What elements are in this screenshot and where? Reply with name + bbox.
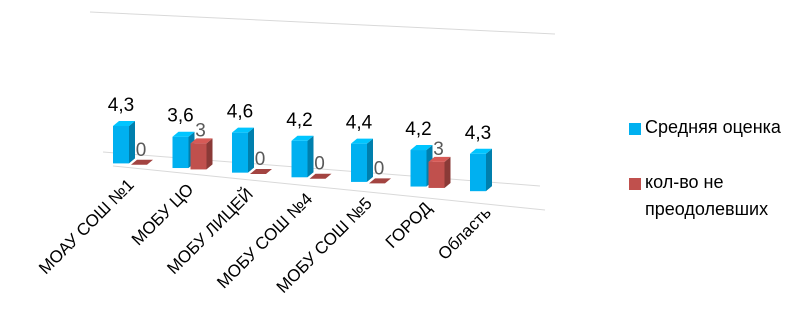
bar-series1-0-side: [129, 121, 135, 163]
bar-series1-3-side: [308, 136, 314, 178]
bar-series1-2-side: [248, 128, 254, 173]
gridline: [90, 12, 555, 34]
bar-series1-6: [470, 149, 492, 191]
bar-series1-3-front: [292, 141, 308, 178]
bar-series2-1: [191, 138, 213, 169]
legend-swatch-1: [629, 123, 641, 135]
category-label: МОАУ СОШ №1: [35, 175, 138, 278]
bar-series2-1-side: [207, 138, 213, 169]
data-label-series2: 3: [195, 120, 206, 141]
bar-series1-0-front: [113, 126, 129, 163]
bar-series1-2: [232, 128, 254, 173]
data-label-series2: 3: [433, 139, 444, 160]
legend-label-2: кол-во не преодолевших: [645, 172, 768, 219]
bar-series1-5-front: [411, 150, 427, 187]
bar-series1-4-front: [351, 144, 367, 182]
data-label-series1: 4,4: [346, 113, 373, 134]
bar-series2-5-front: [429, 162, 445, 188]
data-label-series1: 4,6: [227, 102, 253, 123]
data-label-series2: 0: [136, 140, 147, 161]
bar-series1-3: [292, 136, 314, 178]
legend-swatch-2: [629, 178, 641, 190]
data-label-series1: 4,2: [286, 110, 312, 131]
data-label-series1: 3,6: [167, 106, 193, 127]
data-label-series1: 4,2: [405, 119, 431, 140]
data-label-series1: 4,3: [465, 123, 491, 144]
legend: Средняя оценка кол-во не преодолевших: [629, 117, 782, 219]
bar-series2-5: [429, 157, 451, 188]
data-label-series1: 4,3: [108, 95, 134, 116]
bar-series1-4-side: [367, 139, 373, 182]
bar-series2-1-front: [191, 143, 207, 169]
category-label: МОБУ ЦО: [128, 180, 197, 249]
bar-series1-6-side: [486, 149, 492, 191]
category-label: Область: [434, 203, 495, 264]
bar-series1-1-front: [173, 137, 189, 168]
bar-series1-0: [113, 121, 135, 163]
legend-label-1: Средняя оценка: [645, 117, 782, 137]
bar-series2-5-side: [445, 157, 451, 188]
bar-series1-2-front: [232, 133, 248, 173]
data-label-series2: 0: [374, 158, 385, 179]
bar-series1-6-front: [470, 154, 486, 191]
data-label-series2: 0: [255, 149, 266, 170]
data-label-series2: 0: [314, 154, 325, 175]
category-label: ГОРОД: [382, 198, 436, 252]
bar-series1-4: [351, 139, 373, 182]
